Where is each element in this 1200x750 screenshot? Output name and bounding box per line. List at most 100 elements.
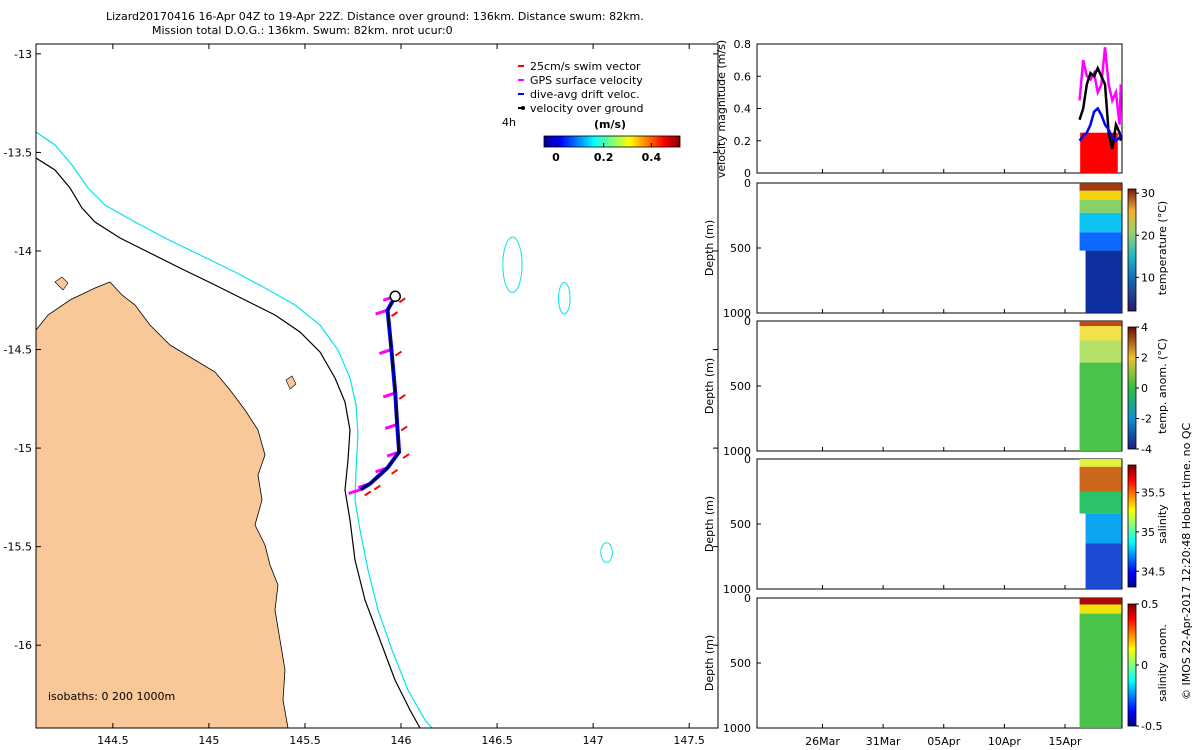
- velocity-ylabel: velocity magnitude (m/s): [715, 40, 728, 178]
- time-tick-label: 10Apr: [988, 735, 1022, 748]
- map-y-tick-label: -14.5: [4, 344, 32, 357]
- section-colorbar: [1127, 188, 1137, 312]
- chart-title-line1: Lizard20170416 16-Apr 04Z to 19-Apr 22Z.…: [106, 10, 644, 23]
- isobath-200m: [36, 157, 421, 728]
- colorbar-label: salinity: [1156, 504, 1169, 544]
- depth-axis-label: Depth (m): [703, 220, 716, 276]
- legend-item-drift-velocity: dive-avg drift veloc.: [530, 88, 640, 101]
- section-band: [1079, 459, 1122, 467]
- section-frame: [756, 458, 1123, 590]
- reef-outline: [600, 542, 613, 563]
- depth-tick-label: 500: [730, 380, 751, 393]
- depth-tick-label: 0: [744, 592, 751, 605]
- map-x-tick-label: 145.5: [289, 734, 321, 747]
- section-band: [1079, 598, 1122, 605]
- colorbar-tick-label: 0.5: [1141, 598, 1159, 611]
- depth-tick-label: 0: [744, 315, 751, 328]
- section-band: [1079, 232, 1122, 251]
- depth-tick-label: 1000: [723, 722, 751, 735]
- coastline-land: [36, 281, 289, 728]
- colorbar-label: temp. anom. (°C): [1156, 338, 1169, 434]
- map-x-tick-label: 147.5: [673, 734, 705, 747]
- colorbar-tick-label: 0: [552, 151, 560, 164]
- track-map: 144.5 145 145.5 146 146.5 147 147.5 -13 -13.5 -14…: [4, 43, 719, 747]
- colorbar-tick-label: -2: [1141, 413, 1152, 426]
- section-colorbar: [1127, 603, 1137, 727]
- isobath-label: isobaths: 0 200 1000m: [48, 690, 175, 703]
- colorbar-tick-label: 0: [1141, 382, 1148, 395]
- velocity-y-tick-label: 0.8: [734, 38, 752, 51]
- swim-vector: [391, 311, 399, 317]
- depth-axis-label: Depth (m): [703, 635, 716, 691]
- depth-tick-label: 500: [730, 518, 751, 531]
- legend-item-ground-velocity: velocity over ground: [530, 102, 643, 115]
- velocity-y-tick-label: 0.6: [734, 70, 752, 83]
- colorbar-tick-label: 4: [1141, 321, 1148, 334]
- section-band: [1079, 199, 1122, 213]
- velocity-y-tick-label: 0: [744, 167, 751, 180]
- map-y-tick-label: -15: [14, 442, 32, 455]
- time-tick-label: 15Apr: [1048, 735, 1082, 748]
- velocity-series-line: [1078, 106, 1122, 143]
- gps-velocity-vector: [375, 308, 389, 316]
- map-y-tick-label: -13: [14, 48, 32, 61]
- depth-tick-label: 0: [744, 453, 751, 466]
- ground-track: [360, 295, 400, 491]
- colorbar-tick-label: 2: [1141, 352, 1148, 365]
- salinity-anomaly-section: 0 500 1000 Depth (m) -0.5 0 0.5 salinity anom.: [703, 592, 1169, 735]
- colorbar-tick-label: 10: [1141, 271, 1155, 284]
- velocity-y-tick-label: 0.4: [734, 103, 752, 116]
- colorbar-tick-label: 20: [1141, 229, 1155, 242]
- colorbar-tick-label: 35.5: [1141, 487, 1166, 500]
- reef-outline: [502, 236, 523, 293]
- swim-speed-fill: [1080, 132, 1118, 173]
- swim-vector: [400, 425, 408, 432]
- colorbar-tick-label: -0.5: [1141, 720, 1162, 733]
- colorbar-tick-label: 0.4: [642, 151, 662, 164]
- legend-item-swim-vector: 25cm/s swim vector: [530, 60, 641, 73]
- depth-tick-label: 500: [730, 657, 751, 670]
- section-band: [1085, 250, 1122, 313]
- colorbar-tick-label: -4: [1141, 443, 1152, 456]
- section-colorbar: [1127, 326, 1137, 450]
- section-band: [1079, 340, 1122, 363]
- section-band: [1079, 321, 1122, 327]
- swim-vector: [398, 297, 406, 304]
- map-x-tick-label: 144.5: [97, 734, 129, 747]
- map-y-tick-label: -14: [14, 245, 32, 258]
- swim-vector: [402, 453, 410, 459]
- swim-vector: [391, 468, 399, 475]
- depth-tick-label: 0: [744, 177, 751, 190]
- map-x-tick-label: 147: [583, 734, 604, 747]
- gps-velocity-vector: [378, 348, 392, 355]
- section-band: [1079, 466, 1122, 492]
- isobath-1000m: [36, 131, 433, 728]
- salinity-section: 0 500 1000 Depth (m) 34.5 35 35.5 salinity: [703, 453, 1169, 596]
- time-interval-label: 4h: [502, 116, 516, 129]
- legend-item-gps-velocity: GPS surface velocity: [530, 74, 643, 87]
- gps-velocity-vector: [384, 423, 398, 430]
- colorbar-tick-label: 35: [1141, 526, 1155, 539]
- velocity-y-tick-label: 0.2: [734, 135, 752, 148]
- section-band: [1085, 543, 1122, 589]
- colorbar-tick-label: 0: [1141, 659, 1148, 672]
- colorbar-tick-label: 0.2: [594, 151, 614, 164]
- section-frame: [756, 597, 1123, 729]
- swim-vector: [394, 350, 402, 357]
- map-legend: 25cm/s swim vector GPS surface velocity …: [518, 60, 643, 115]
- time-tick-label: 05Apr: [927, 735, 961, 748]
- swim-vector: [398, 394, 406, 400]
- colorbar-tick-label: 34.5: [1141, 565, 1166, 578]
- section-frame: [756, 182, 1123, 314]
- depth-tick-label: 1000: [723, 445, 751, 458]
- velocity-series-line: [1078, 65, 1123, 150]
- map-x-tick-label: 146.5: [481, 734, 513, 747]
- island-small: [54, 276, 69, 291]
- time-tick-label: 26Mar: [805, 735, 840, 748]
- section-frame: [756, 320, 1123, 452]
- track-end-marker: [389, 290, 402, 303]
- section-band: [1079, 190, 1122, 200]
- section-band: [1079, 326, 1122, 341]
